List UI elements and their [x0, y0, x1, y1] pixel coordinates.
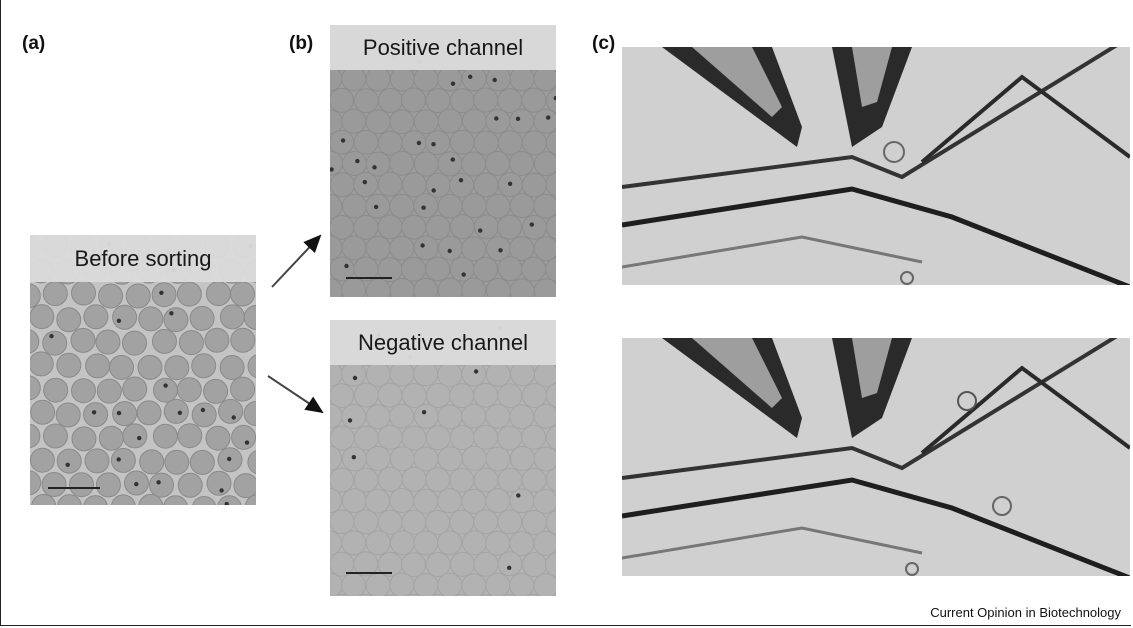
droplets-negative-image — [330, 320, 556, 596]
microfluidic-junction-bottom — [622, 338, 1130, 576]
junction-image-bottom — [622, 338, 1130, 576]
header-band-before: Before sorting — [30, 235, 256, 282]
panel-label-c: (c) — [592, 33, 616, 54]
micrograph-before-sorting: Before sorting — [30, 235, 256, 505]
panel-label-a: (a) — [22, 33, 46, 54]
micrograph-title-negative: Negative channel — [357, 329, 528, 355]
micrograph-title-positive: Positive channel — [362, 34, 524, 60]
panel-label-b: (b) — [289, 33, 314, 54]
journal-credit: Current Opinion in Biotechnology — [930, 605, 1121, 620]
micrograph-negative-channel: Negative channel — [330, 320, 556, 596]
microfluidic-junction-top — [622, 47, 1130, 285]
header-band-positive: Positive channel — [330, 25, 556, 70]
micrograph-positive-channel: Positive channel — [330, 25, 556, 297]
junction-image-top — [622, 47, 1130, 285]
header-band-negative: Negative channel — [330, 320, 556, 365]
micrograph-title-before: Before sorting — [74, 245, 212, 271]
